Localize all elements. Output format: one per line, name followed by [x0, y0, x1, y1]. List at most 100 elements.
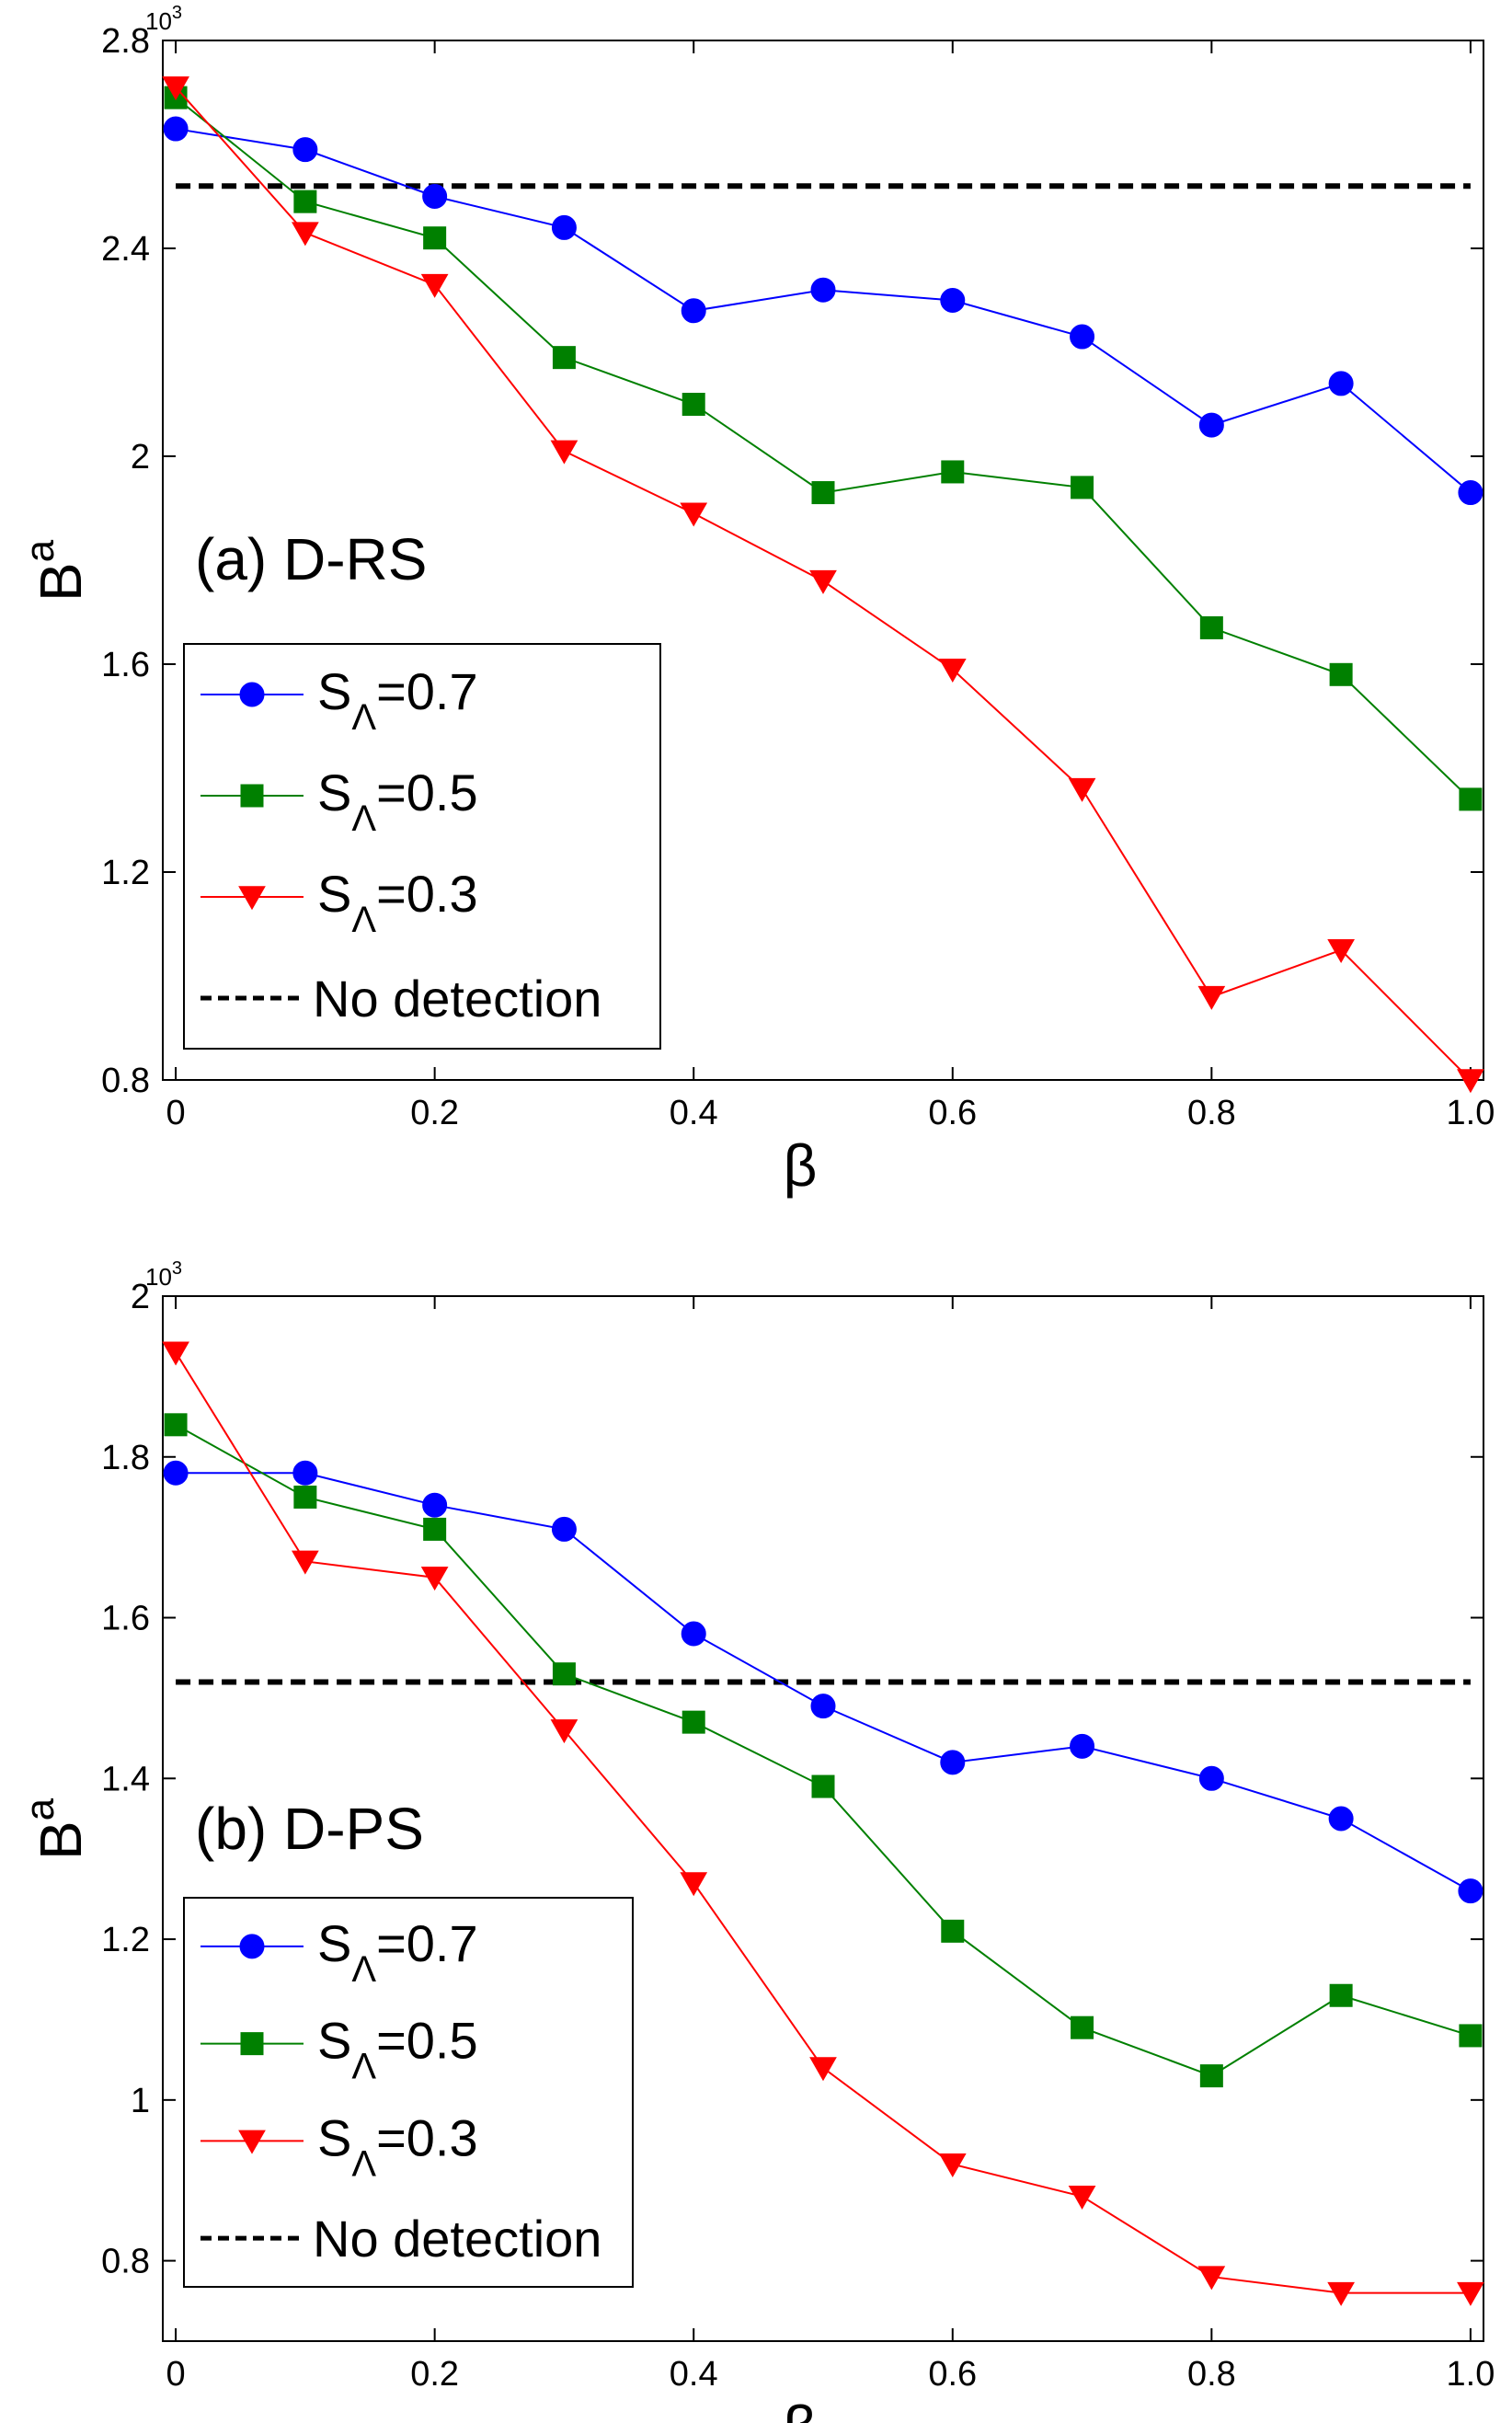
data-point — [292, 1460, 318, 1486]
x-tick-label: 0 — [166, 2355, 186, 2394]
data-point — [938, 658, 967, 683]
y-exponent-sup: 3 — [172, 1258, 182, 1279]
data-point — [1199, 615, 1223, 639]
data-point — [1071, 2015, 1094, 2039]
data-point — [940, 288, 966, 313]
data-point — [1459, 2024, 1483, 2048]
legend-main: S — [317, 662, 351, 720]
legend-marker — [239, 682, 265, 707]
legend-entry: SΛ=0.3 — [317, 2108, 478, 2184]
data-point — [162, 76, 189, 101]
panel-label: (a) D-RS — [195, 526, 427, 592]
data-point — [1068, 777, 1096, 802]
data-point — [292, 222, 319, 247]
data-point — [551, 1516, 577, 1542]
legend-main: S — [317, 865, 351, 923]
data-point — [1329, 1983, 1353, 2007]
y-axis-label-base: B — [28, 1820, 94, 1860]
data-point — [1071, 476, 1094, 500]
data-point — [810, 1694, 836, 1719]
y-tick-label: 0.8 — [101, 2243, 150, 2281]
data-point — [292, 137, 318, 163]
x-tick-label: 0.8 — [1187, 1094, 1236, 1132]
data-point — [1198, 412, 1224, 438]
legend-sub: Λ — [351, 697, 376, 738]
data-point — [552, 1662, 576, 1686]
legend-rest: =0.3 — [376, 865, 478, 923]
data-point — [1327, 939, 1355, 964]
legend-rest: =0.5 — [376, 764, 478, 821]
data-point — [680, 1872, 708, 1897]
x-tick-label: 0.4 — [670, 2355, 718, 2394]
legend-sub: Λ — [351, 2047, 376, 2087]
legend-sub: Λ — [351, 1949, 376, 1990]
data-point — [1457, 1069, 1484, 1094]
data-point — [423, 1517, 447, 1541]
x-tick-label: 0.8 — [1187, 2355, 1236, 2394]
panel-label: (b) D-PS — [195, 1796, 424, 1862]
data-point — [292, 1550, 319, 1575]
legend: SΛ=0.7SΛ=0.5SΛ=0.3No detection — [183, 1897, 634, 2288]
data-point — [681, 1621, 706, 1647]
y-exponent-base: 10 — [145, 7, 172, 35]
legend-box — [183, 643, 661, 1050]
legend-sub: Λ — [351, 900, 376, 940]
y-axis-label: Ba — [17, 1797, 94, 1860]
legend-entry: SΛ=0.5 — [317, 764, 478, 839]
y-tick-label: 1.2 — [101, 854, 150, 892]
legend-rest: =0.7 — [376, 662, 478, 720]
series-circle — [163, 116, 1483, 506]
data-point — [422, 1492, 448, 1518]
y-axis-label-sup: a — [17, 1797, 63, 1820]
y-exponent-base: 10 — [145, 1263, 172, 1291]
series-triangle-down — [162, 1341, 1484, 2306]
legend: SΛ=0.7SΛ=0.5SΛ=0.3No detection — [183, 643, 661, 1050]
data-point — [941, 1919, 965, 1943]
data-point — [1327, 2281, 1355, 2306]
y-tick-label: 2 — [131, 1278, 150, 1316]
data-point — [1458, 1878, 1483, 1904]
data-point — [809, 2057, 837, 2082]
y-exponent-label: 103 — [145, 3, 182, 35]
data-point — [1457, 2281, 1484, 2306]
y-tick-label: 1.8 — [101, 1439, 150, 1477]
data-point — [682, 393, 705, 416]
data-point — [938, 2153, 967, 2178]
data-point — [811, 1774, 835, 1798]
data-point — [941, 460, 965, 484]
y-tick-label: 1.6 — [101, 1600, 150, 1638]
y-axis-label-base: B — [28, 562, 94, 602]
data-point — [681, 298, 706, 324]
legend-entry: SΛ=0.7 — [317, 662, 478, 738]
data-point — [422, 184, 448, 209]
y-exponent-sup: 3 — [172, 3, 182, 23]
x-axis-label: β — [784, 1132, 818, 1199]
data-point — [1199, 2064, 1223, 2088]
data-point — [682, 1710, 705, 1734]
data-point — [162, 1341, 189, 1366]
legend-marker — [240, 784, 264, 808]
legend-marker — [238, 2130, 266, 2154]
data-point — [1458, 480, 1483, 506]
y-tick-label: 1.6 — [101, 646, 150, 684]
legend-rest: =0.5 — [376, 2012, 478, 2070]
plot-frame — [162, 40, 1484, 1081]
data-point — [163, 116, 189, 142]
x-tick-label: 0.2 — [410, 1094, 459, 1132]
x-tick-label: 0.6 — [928, 2355, 977, 2394]
data-point — [164, 1413, 188, 1437]
data-point — [163, 1460, 189, 1486]
data-point — [1197, 985, 1226, 1010]
data-point — [1198, 1765, 1224, 1791]
legend-sub: Λ — [351, 798, 376, 839]
legend-rest: =0.7 — [376, 1914, 478, 1972]
x-tick-label: 1.0 — [1447, 2355, 1495, 2394]
y-tick-label: 2.4 — [101, 230, 150, 269]
data-point — [293, 189, 317, 213]
legend-entry: SΛ=0.7 — [317, 1914, 478, 1990]
data-point — [420, 1567, 449, 1591]
series-square — [164, 1413, 1483, 2088]
data-point — [1070, 324, 1095, 350]
